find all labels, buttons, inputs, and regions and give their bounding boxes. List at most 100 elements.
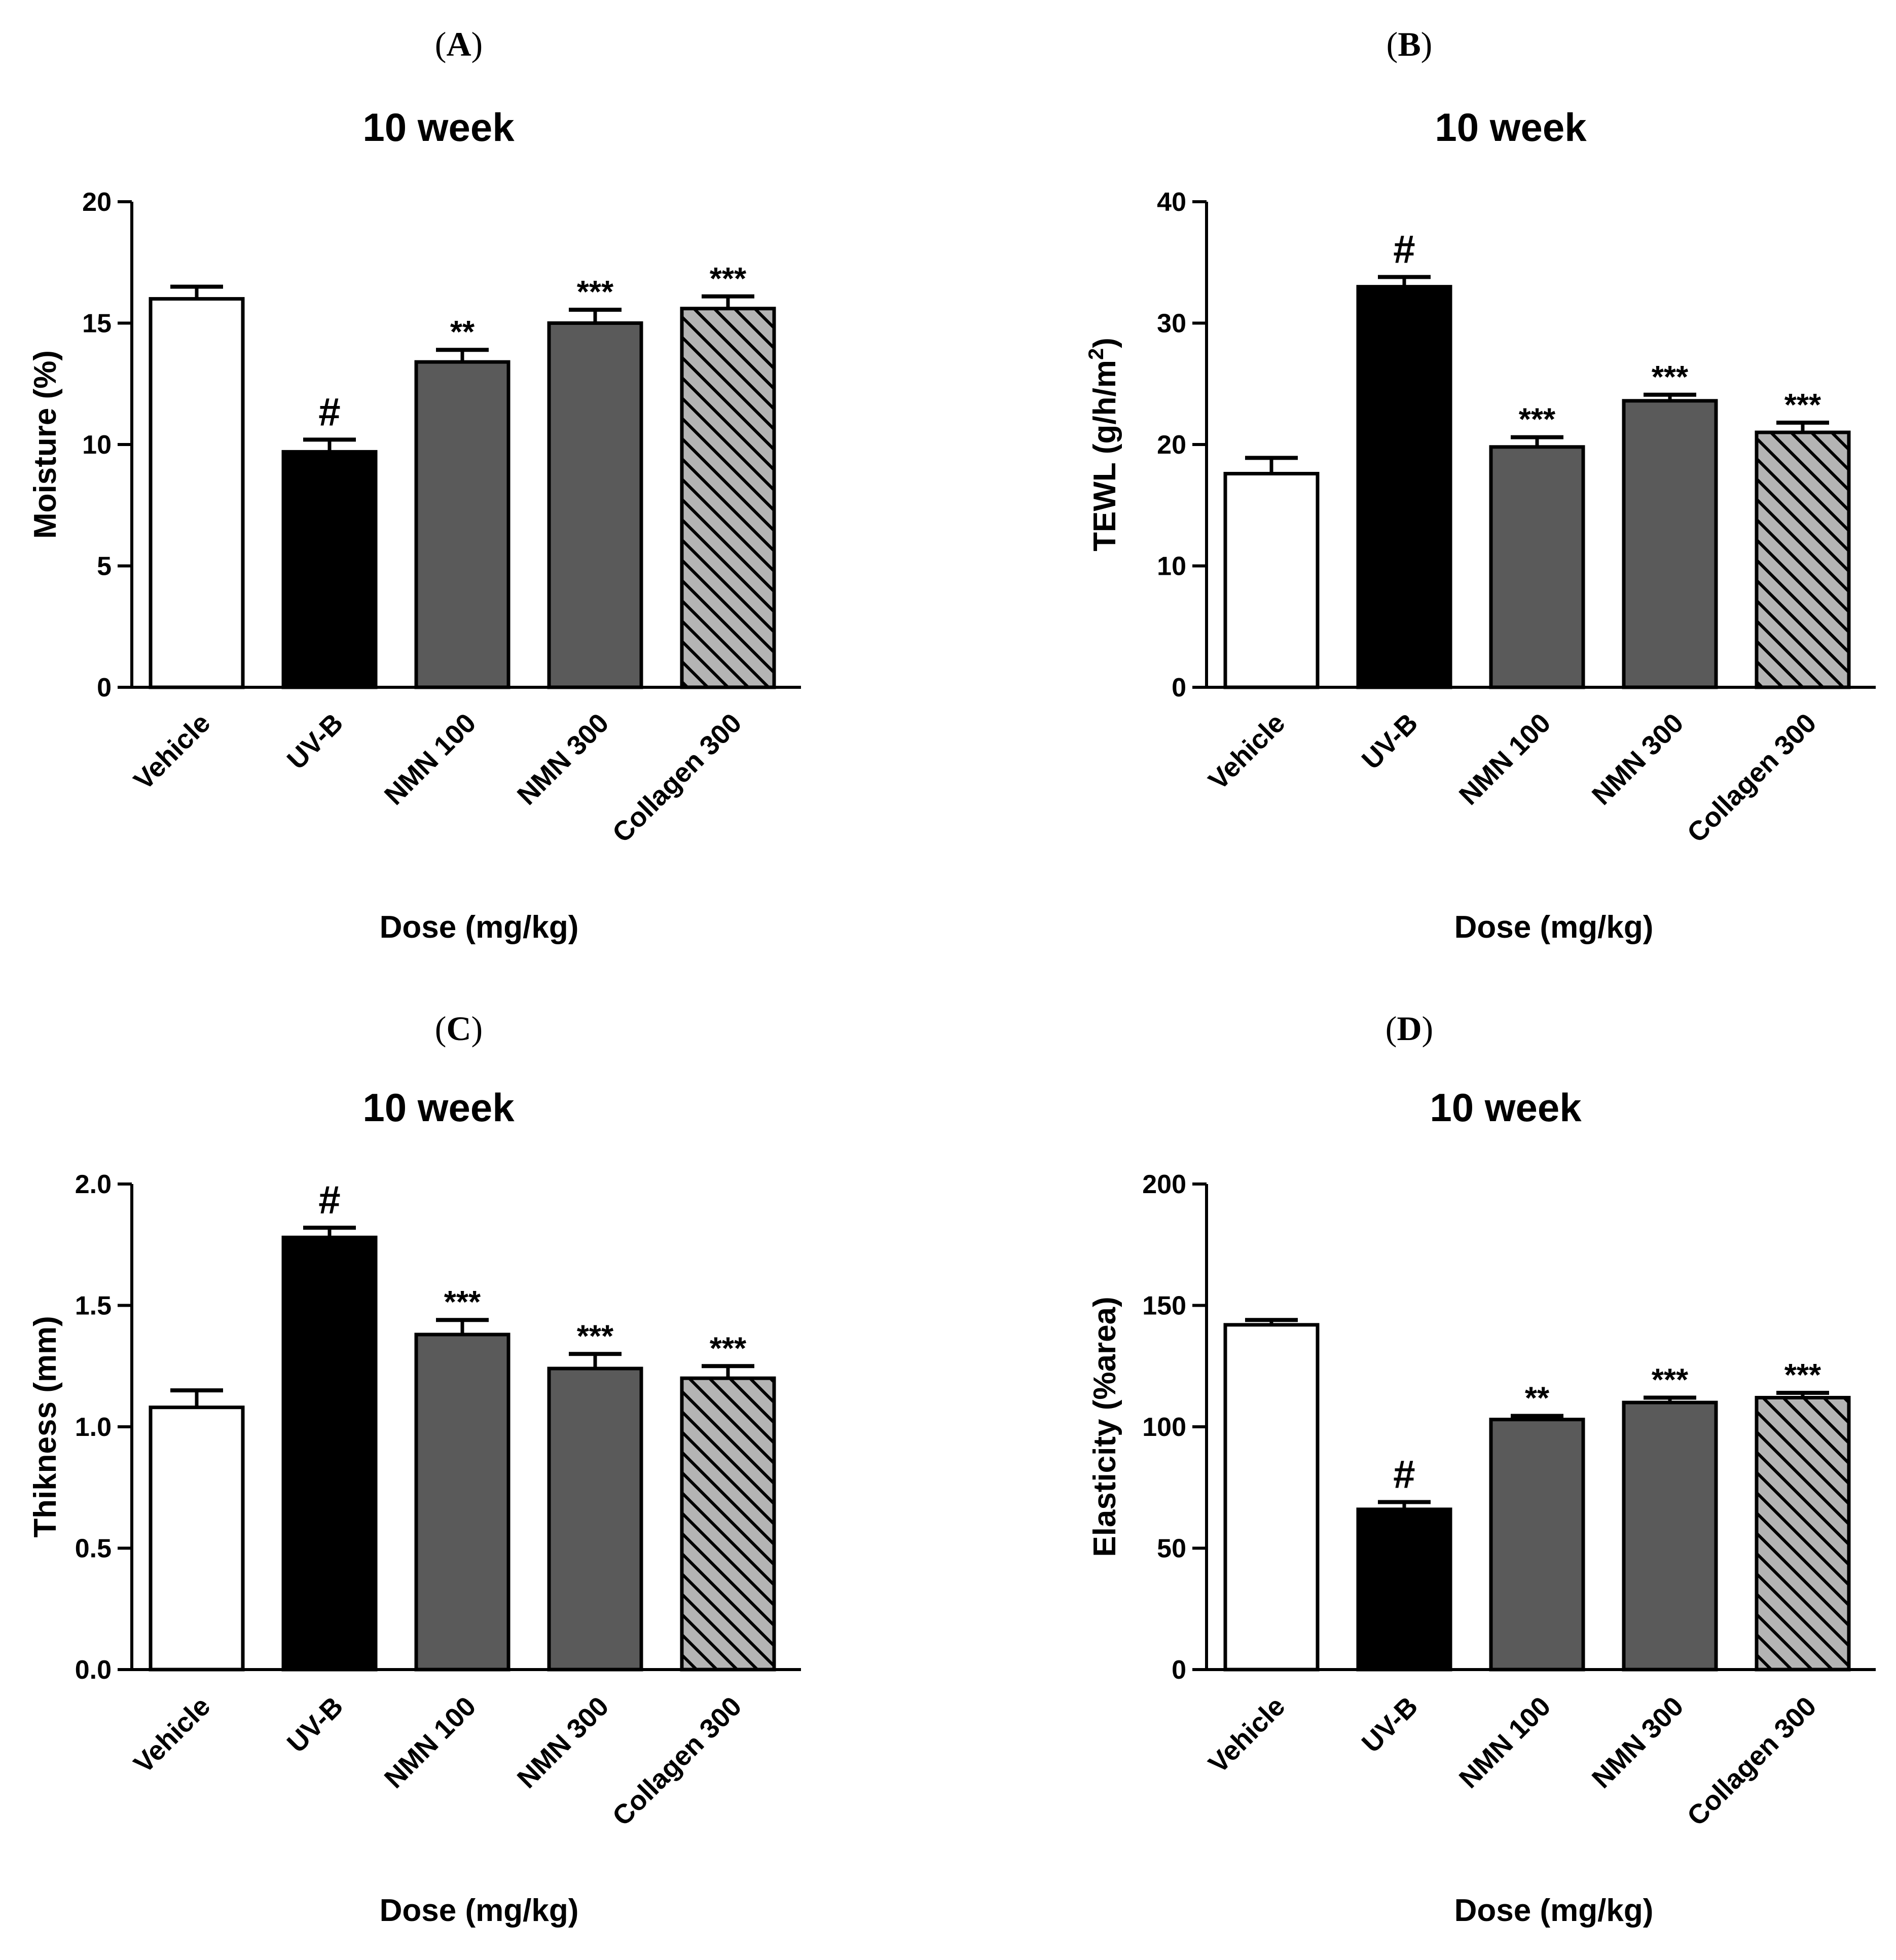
category-label: Vehicle: [1202, 708, 1291, 796]
panel-label-open: (: [435, 25, 447, 63]
significance-label: ***: [710, 1331, 747, 1366]
bar: [1356, 1507, 1452, 1672]
y-tick-label: 0: [97, 673, 112, 702]
y-axis-title-text: Elasticity (%area): [1087, 1297, 1122, 1557]
bar: [1356, 285, 1452, 689]
category-label: UV-B: [1356, 1691, 1424, 1759]
category-label: UV-B: [281, 708, 349, 775]
y-tick-label: 0.0: [75, 1655, 112, 1685]
significance-label: ***: [1652, 360, 1689, 395]
x-axis-title: Dose (mg/kg): [380, 910, 579, 945]
significance-label: #: [1393, 1452, 1415, 1496]
panel-label: (B): [1387, 25, 1433, 63]
y-tick-label: 0: [1172, 673, 1186, 702]
significance-label: ***: [710, 262, 747, 297]
bar: [547, 1366, 643, 1672]
significance-label: **: [1525, 1381, 1550, 1416]
y-tick-label: 10: [82, 430, 112, 460]
bar: [1223, 471, 1320, 689]
bar: [414, 1333, 511, 1672]
significance-label: #: [318, 389, 340, 434]
chart-panel-b: (B) 10 week 0 10 20 30 40 TEWL (g/h/m2) Dose (mg…: [1084, 25, 1876, 945]
x-axis-title: Dose (mg/kg): [1454, 910, 1654, 945]
y-axis-title: TEWL (g/h/m2): [1084, 338, 1122, 551]
significance-label: ***: [1652, 1363, 1689, 1398]
significance-label: #: [1393, 227, 1415, 271]
category-label: NMN 300: [512, 1691, 615, 1794]
significance-label: ***: [577, 1319, 614, 1354]
bar: [414, 360, 511, 689]
significance-label: ***: [1784, 388, 1821, 423]
panel-label-letter: A: [446, 25, 471, 63]
bar: [1489, 445, 1585, 689]
y-tick-label: 200: [1142, 1170, 1186, 1199]
y-axis-title-superscript: 2: [1084, 348, 1108, 360]
y-tick-label: 2.0: [75, 1170, 112, 1199]
y-tick-label: 1.0: [75, 1413, 112, 1442]
y-axis-title-text: Moisture (%): [28, 350, 63, 539]
y-axis-title: Thikness (mm): [28, 1316, 63, 1538]
y-tick-label: 30: [1157, 309, 1186, 339]
category-label: Vehicle: [128, 708, 216, 796]
y-axis-title: Moisture (%): [28, 350, 63, 539]
chart-title: 10 week: [362, 1085, 515, 1130]
category-label: NMN 300: [1586, 708, 1690, 811]
chart-panel-c: (C) 10 week 0.0 0.5 1.0 1.5 2.0 Thikness (mm) Do…: [28, 1009, 801, 1928]
category-label: NMN 300: [512, 708, 615, 811]
bar: [1755, 1396, 1851, 1672]
bar: [680, 307, 776, 689]
significance-label: #: [318, 1177, 340, 1222]
category-label: Collagen 300: [607, 1691, 748, 1832]
category-label: NMN 100: [1453, 708, 1557, 811]
category-label: NMN 100: [379, 708, 482, 811]
x-axis-title: Dose (mg/kg): [380, 1893, 579, 1928]
category-label: Collagen 300: [1682, 1691, 1822, 1832]
panel-label-close: ): [471, 25, 483, 63]
significance-label: ***: [444, 1285, 481, 1320]
y-tick-label: 150: [1142, 1291, 1186, 1321]
y-tick-label: 50: [1157, 1534, 1186, 1564]
category-label: Collagen 300: [607, 708, 748, 848]
category-label: UV-B: [281, 1691, 349, 1759]
category-label: Vehicle: [1202, 1691, 1291, 1779]
significance-label: **: [450, 315, 475, 350]
panel-label-close: ): [471, 1009, 483, 1048]
category-label: NMN 100: [379, 1691, 482, 1794]
panel-label-letter: C: [446, 1009, 471, 1048]
significance-label: ***: [1519, 402, 1556, 437]
y-axis-title-text: TEWL (g/h/m: [1087, 360, 1122, 551]
panel-label: (D): [1385, 1009, 1433, 1048]
y-tick-label: 20: [1157, 430, 1186, 460]
y-tick-label: 40: [1157, 188, 1186, 217]
y-tick-label: 20: [82, 188, 112, 217]
chart-title: 10 week: [1435, 105, 1587, 150]
panel-label-close: ): [1421, 25, 1433, 63]
bar: [1489, 1418, 1585, 1672]
y-tick-label: 10: [1157, 552, 1186, 581]
y-tick-label: 1.5: [75, 1291, 112, 1321]
x-axis-title: Dose (mg/kg): [1454, 1893, 1654, 1928]
y-tick-label: 100: [1142, 1413, 1186, 1442]
significance-label: ***: [577, 275, 614, 310]
panel-label-open: (: [435, 1009, 447, 1048]
panel-label-letter: B: [1398, 25, 1420, 63]
category-label: Vehicle: [128, 1691, 216, 1779]
bar: [149, 297, 245, 689]
category-label: NMN 100: [1453, 1691, 1557, 1794]
bar: [1755, 430, 1851, 689]
bar: [1223, 1323, 1320, 1672]
y-tick-label: 0.5: [75, 1534, 112, 1564]
bar: [149, 1406, 245, 1672]
bar: [281, 450, 378, 689]
category-label: NMN 300: [1586, 1691, 1690, 1794]
bar: [1622, 399, 1718, 689]
significance-label: ***: [1784, 1358, 1821, 1393]
y-tick-label: 15: [82, 309, 112, 339]
panel-label: (C): [435, 1009, 483, 1048]
bar: [1622, 1400, 1718, 1672]
panel-label-open: (: [1385, 1009, 1397, 1048]
panel-label: (A): [435, 25, 483, 63]
y-axis-title-text: Thikness (mm): [28, 1316, 63, 1538]
panel-label-letter: D: [1397, 1009, 1421, 1048]
